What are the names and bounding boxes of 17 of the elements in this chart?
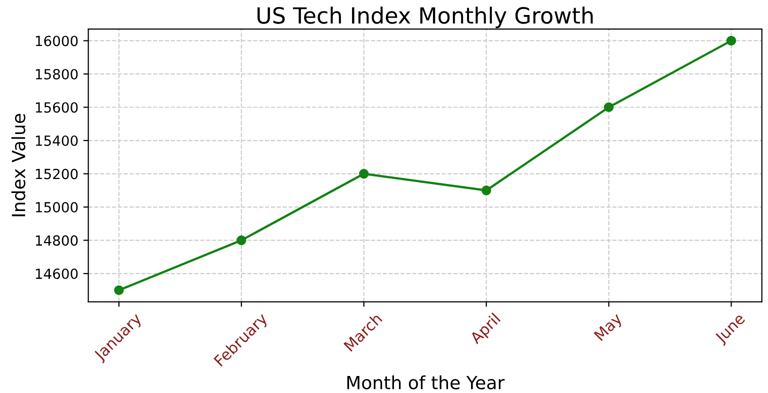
x-axis-title: Month of the Year: [347, 375, 505, 390]
y-tick-label: 16000: [36, 36, 78, 46]
point: [726, 36, 736, 46]
chart-title: US Tech Index Monthly Growth: [258, 6, 593, 28]
point: [114, 285, 124, 296]
y-tick-label: 15200: [36, 168, 78, 180]
y-tick-label: 15400: [36, 135, 78, 146]
point: [358, 168, 369, 179]
y-tick-label: 15000: [36, 202, 78, 213]
point: [236, 235, 246, 246]
point: [604, 102, 614, 112]
y-tick-label: 15800: [36, 68, 78, 80]
y-tick-label: 15600: [36, 102, 78, 113]
y-axis-title: Index Value: [11, 114, 26, 216]
y-tick-label: 14800: [36, 235, 78, 246]
point: [481, 186, 492, 196]
y-tick-label: 14600: [36, 268, 78, 280]
